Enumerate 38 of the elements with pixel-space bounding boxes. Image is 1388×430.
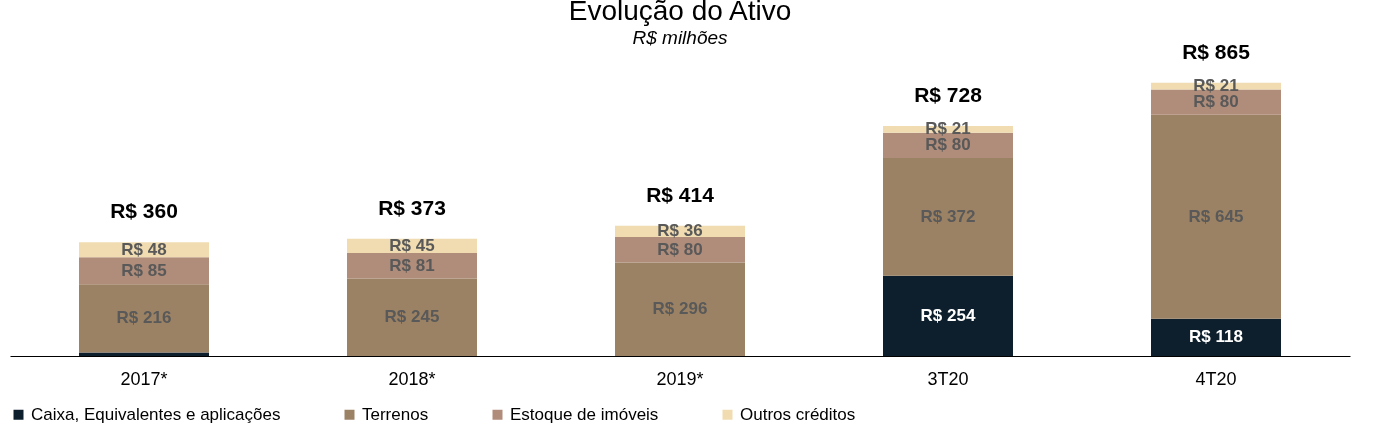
bar bbox=[1151, 318, 1281, 356]
data-label: R$ 48 bbox=[121, 239, 167, 259]
data-label: R$ 245 bbox=[384, 307, 440, 327]
data-label: R$ 645 bbox=[1188, 206, 1244, 226]
bar bbox=[347, 278, 477, 356]
bar bbox=[347, 252, 477, 279]
data-label: R$ 85 bbox=[121, 260, 167, 280]
total-label: R$ 373 bbox=[378, 195, 446, 219]
data-label: R$ 216 bbox=[116, 308, 172, 328]
bar bbox=[883, 158, 1013, 276]
data-label: R$ 45 bbox=[389, 235, 435, 255]
data-label: R$ 254 bbox=[920, 305, 976, 325]
x-tick-label: 2018* bbox=[388, 368, 436, 389]
data-label: R$ 372 bbox=[920, 206, 976, 226]
x-tick-label: 4T20 bbox=[1195, 368, 1237, 389]
bar bbox=[615, 262, 745, 356]
legend-label: Terrenos bbox=[362, 404, 429, 424]
bar bbox=[79, 284, 209, 353]
legend-label: Outros créditos bbox=[740, 404, 856, 424]
data-label: R$ 118 bbox=[1189, 327, 1243, 347]
total-label: R$ 360 bbox=[110, 199, 178, 223]
x-tick-label: 2017* bbox=[120, 368, 168, 389]
legend-label: Estoque de imóveis bbox=[510, 404, 659, 424]
legend-label: Caixa, Equivalentes e aplicações bbox=[31, 404, 281, 424]
bar bbox=[1151, 114, 1281, 319]
data-label: R$ 81 bbox=[389, 255, 435, 275]
data-label: R$ 296 bbox=[652, 299, 708, 319]
total-label: R$ 865 bbox=[1182, 39, 1251, 63]
total-label: R$ 414 bbox=[646, 182, 715, 206]
data-label: R$ 80 bbox=[657, 239, 703, 259]
total-label: R$ 728 bbox=[914, 83, 983, 107]
x-tick-label: 2019* bbox=[656, 368, 704, 389]
bar bbox=[883, 275, 1013, 356]
chart-title: Evolução do Ativo bbox=[568, 0, 792, 26]
bar bbox=[79, 257, 209, 285]
data-label: R$ 36 bbox=[657, 221, 703, 241]
chart-subtitle: R$ milhões bbox=[632, 26, 729, 48]
x-tick-label: 3T20 bbox=[927, 368, 969, 389]
